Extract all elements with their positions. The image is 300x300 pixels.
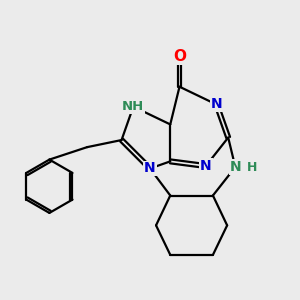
Text: N: N (200, 159, 212, 173)
Text: N: N (230, 160, 241, 174)
Text: O: O (173, 50, 186, 64)
Text: N: N (144, 161, 156, 176)
Text: N: N (211, 98, 222, 112)
Text: NH: NH (122, 100, 144, 113)
Text: H: H (247, 160, 257, 174)
